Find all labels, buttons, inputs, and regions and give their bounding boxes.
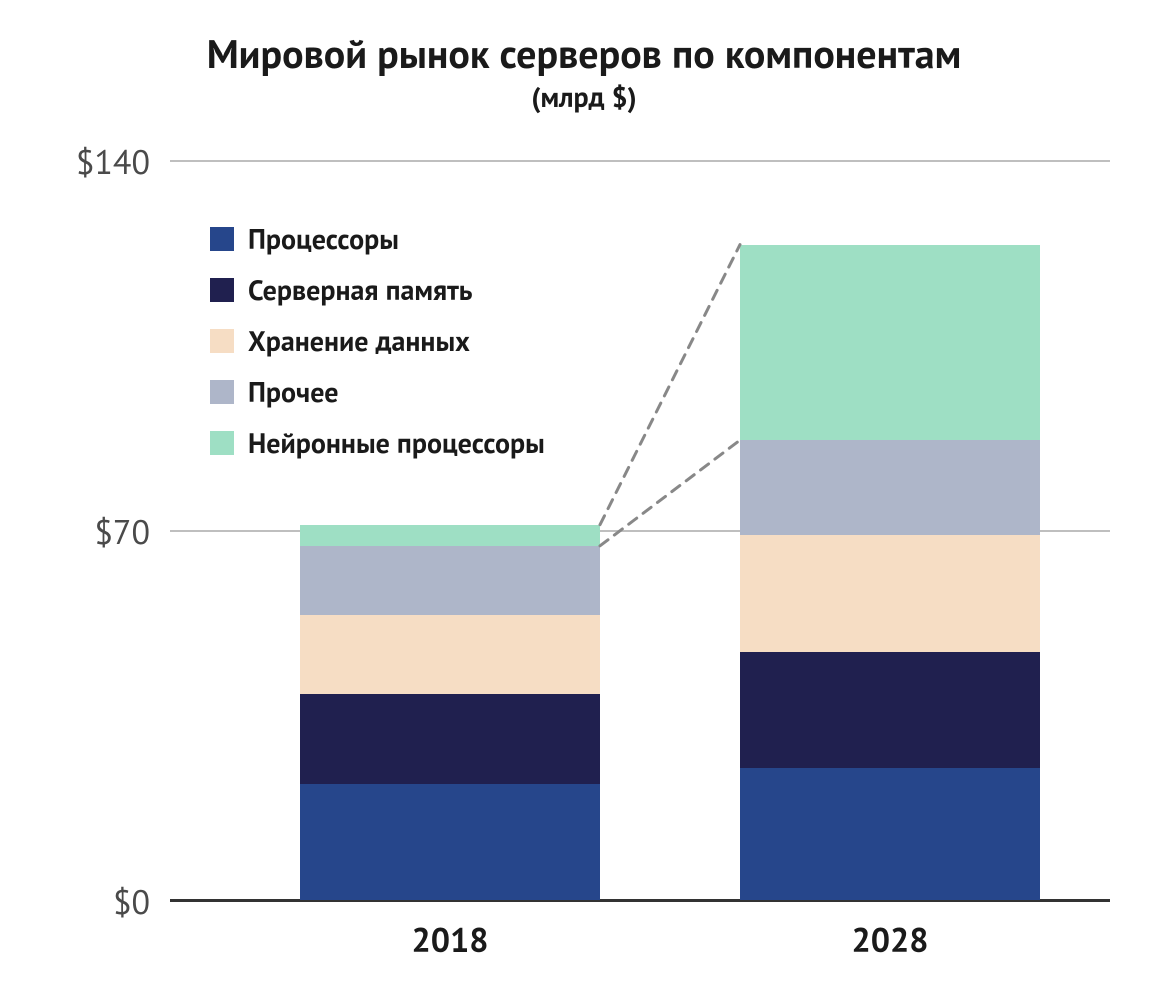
chart-subtitle: (млрд $) [0, 78, 1168, 115]
legend-item-memory: Серверная память [210, 271, 545, 308]
bar-segment-memory [300, 694, 600, 784]
legend-label: Нейронные процессоры [248, 424, 545, 461]
legend-item-processors: Процессоры [210, 220, 545, 257]
bar-segment-neural [740, 245, 1040, 441]
y-tick-label: $70 [30, 510, 150, 554]
bar-segment-processors [300, 784, 600, 900]
bar-segment-storage [740, 535, 1040, 651]
legend: Процессоры Серверная память Хранение данны… [210, 220, 545, 475]
plot-area: $0$70$14020182028ПроцессорыСерверная пам… [170, 160, 1110, 900]
legend-item-other: Прочее [210, 373, 545, 410]
legend-swatch [210, 380, 234, 404]
legend-label: Прочее [248, 373, 339, 410]
bar-2018 [300, 525, 600, 900]
bar-segment-storage [300, 615, 600, 694]
y-tick-label: $140 [30, 140, 150, 184]
legend-swatch [210, 278, 234, 302]
bar-segment-memory [740, 652, 1040, 768]
bar-segment-processors [740, 768, 1040, 900]
x-tick-label: 2028 [790, 918, 990, 962]
chart-title: Мировой рынок серверов по компонентам [0, 28, 1168, 80]
x-tick-label: 2018 [350, 918, 550, 962]
legend-swatch [210, 431, 234, 455]
legend-label: Серверная память [248, 271, 473, 308]
y-tick-label: $0 [30, 880, 150, 924]
bar-segment-other [300, 546, 600, 615]
legend-item-neural: Нейронные процессоры [210, 424, 545, 461]
legend-swatch [210, 227, 234, 251]
bar-segment-other [740, 440, 1040, 535]
legend-label: Хранение данных [248, 322, 470, 359]
chart-container: Мировой рынок серверов по компонентам (м… [0, 0, 1168, 1004]
legend-swatch [210, 329, 234, 353]
gridline [170, 160, 1110, 162]
bar-segment-neural [300, 525, 600, 546]
legend-label: Процессоры [248, 220, 399, 257]
legend-item-storage: Хранение данных [210, 322, 545, 359]
bar-2028 [740, 245, 1040, 900]
